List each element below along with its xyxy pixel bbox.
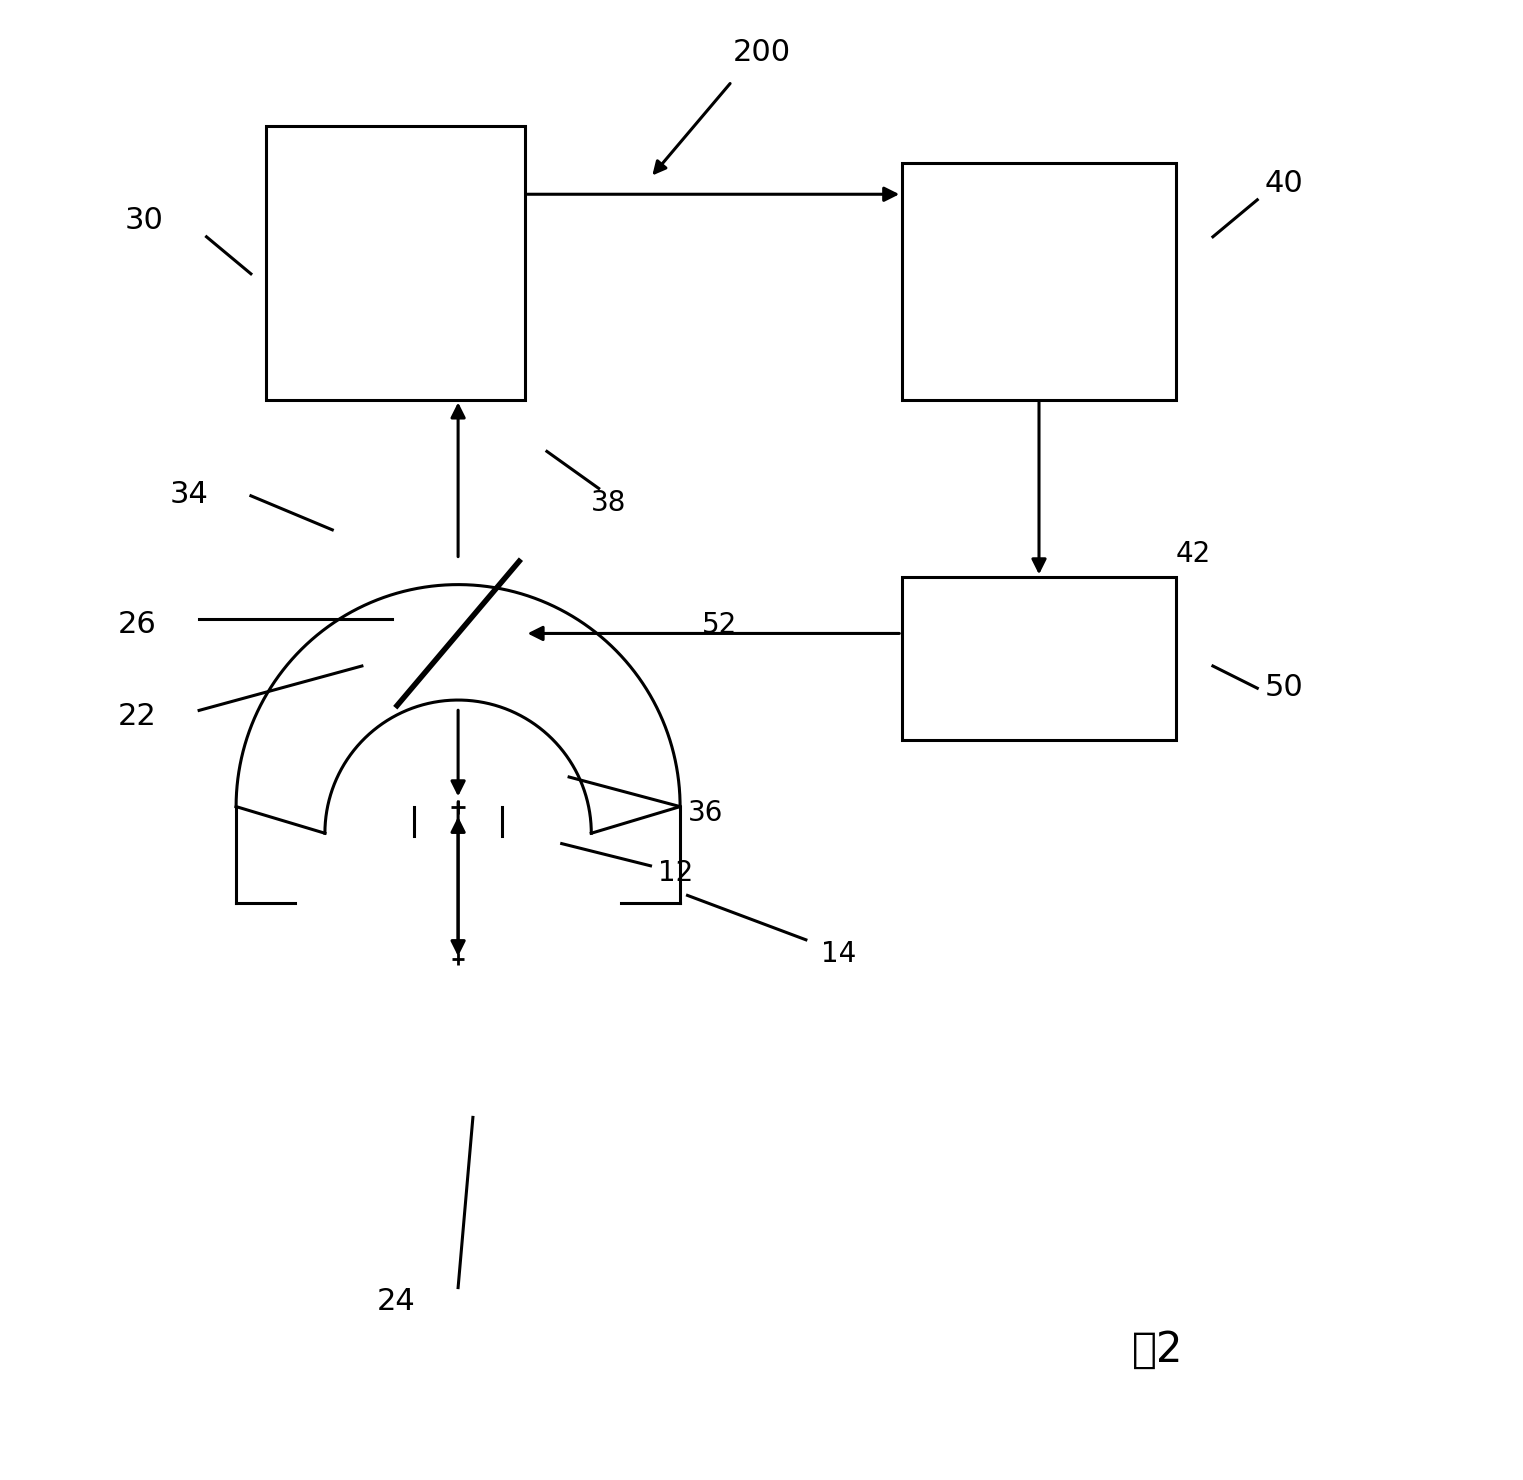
Text: 图2: 图2 (1132, 1329, 1183, 1370)
Text: 14: 14 (821, 940, 856, 968)
Text: 30: 30 (125, 206, 164, 235)
Text: 22: 22 (117, 702, 157, 731)
Text: 24: 24 (376, 1286, 416, 1316)
Text: 26: 26 (117, 610, 157, 639)
Text: 40: 40 (1264, 169, 1304, 198)
Text: 42: 42 (1176, 540, 1211, 568)
Text: 36: 36 (687, 799, 723, 827)
Bar (902, 163, 1176, 400)
Text: 52: 52 (702, 611, 737, 639)
Text: 50: 50 (1264, 672, 1304, 702)
Text: 34: 34 (169, 480, 209, 509)
Text: 12: 12 (658, 858, 693, 887)
Bar (265, 126, 525, 400)
Bar (902, 577, 1176, 740)
Text: 200: 200 (733, 37, 790, 67)
Text: 38: 38 (591, 488, 626, 517)
